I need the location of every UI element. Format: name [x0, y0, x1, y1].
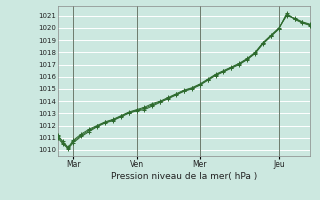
X-axis label: Pression niveau de la mer( hPa ): Pression niveau de la mer( hPa ): [111, 172, 257, 181]
